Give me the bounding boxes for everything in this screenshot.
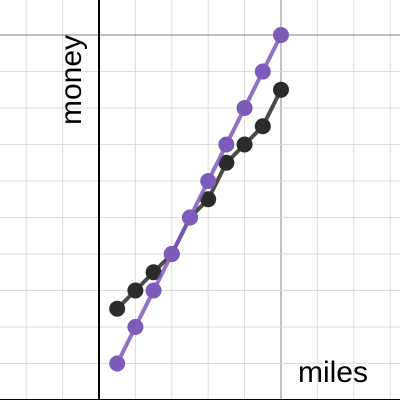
data-point <box>127 319 144 336</box>
data-point <box>109 300 126 317</box>
data-point <box>127 282 144 299</box>
data-point <box>254 63 271 80</box>
data-point <box>163 246 180 263</box>
data-point <box>218 154 235 171</box>
data-point <box>236 136 253 153</box>
data-point <box>181 209 198 226</box>
series-line <box>115 88 283 311</box>
data-point <box>200 191 217 208</box>
data-point <box>272 81 289 98</box>
series-line <box>115 34 283 365</box>
x-axis-label: miles <box>298 356 368 389</box>
y-axis-label: money <box>55 35 88 125</box>
data-point <box>109 355 126 372</box>
data-point <box>254 118 271 135</box>
data-point <box>145 282 162 299</box>
data-point <box>218 136 235 153</box>
data-point <box>236 100 253 117</box>
data-point <box>200 173 217 190</box>
data-point <box>272 27 289 44</box>
data-point <box>145 264 162 281</box>
